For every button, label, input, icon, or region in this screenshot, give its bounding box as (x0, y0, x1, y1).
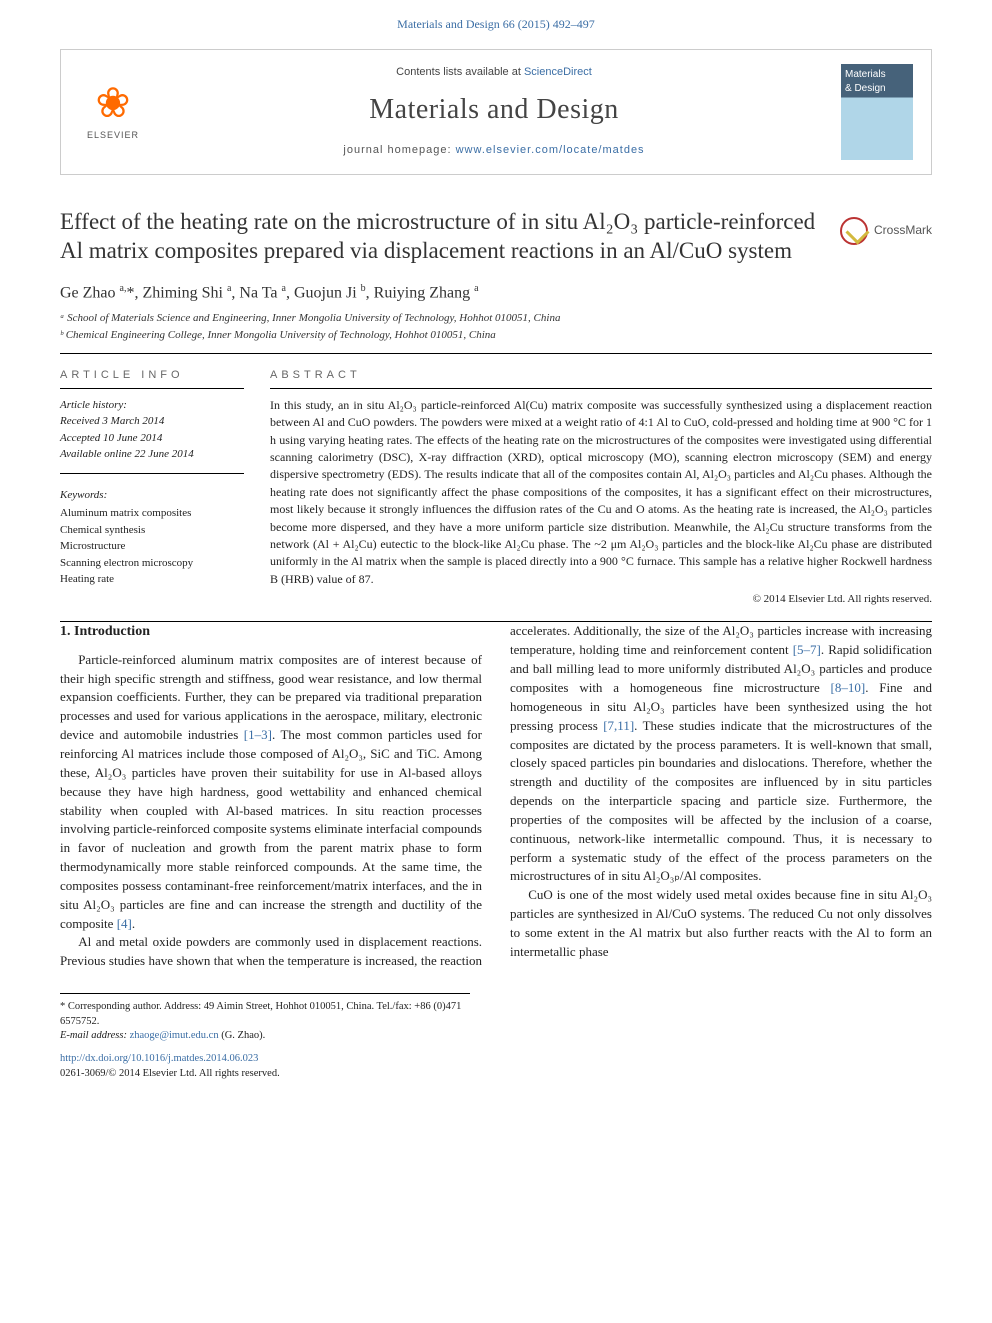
homepage-link[interactable]: www.elsevier.com/locate/matdes (456, 144, 645, 156)
keyword: Chemical synthesis (60, 522, 244, 539)
banner-center: Contents lists available at ScienceDirec… (147, 65, 841, 159)
citation-link[interactable]: Materials and Design 66 (2015) 492–497 (397, 17, 595, 31)
cover-line1: Materials (845, 68, 909, 82)
article-history: Article history: Received 3 March 2014 A… (60, 397, 244, 474)
abstract-column: ABSTRACT In this study, an in situ Al₂O₃… (270, 368, 932, 607)
intro-p1: Particle-reinforced aluminum matrix comp… (60, 651, 482, 934)
history-online: Available online 22 June 2014 (60, 446, 244, 463)
keyword: Microstructure (60, 538, 244, 555)
keywords-list: Aluminum matrix composites Chemical synt… (60, 505, 244, 588)
issn-line: 0261-3069/© 2014 Elsevier Ltd. All right… (60, 1068, 280, 1079)
journal-banner: ❀ ELSEVIER Contents lists available at S… (60, 49, 932, 175)
article-title: Effect of the heating rate on the micros… (60, 207, 820, 266)
publisher-name: ELSEVIER (87, 129, 139, 142)
abstract-rights: © 2014 Elsevier Ltd. All rights reserved… (270, 592, 932, 607)
abstract-text: In this study, an in situ Al₂O₃ particle… (270, 397, 932, 588)
homepage-prefix: journal homepage: (343, 144, 455, 156)
history-accepted: Accepted 10 June 2014 (60, 430, 244, 447)
sciencedirect-link[interactable]: ScienceDirect (524, 66, 592, 78)
keywords-head: Keywords: (60, 488, 244, 503)
keyword: Scanning electron microscopy (60, 555, 244, 572)
doi-block: http://dx.doi.org/10.1016/j.matdes.2014.… (0, 1044, 992, 1095)
cover-line2: & Design (845, 82, 909, 96)
article-info-head: ARTICLE INFO (60, 368, 244, 388)
doi-link[interactable]: http://dx.doi.org/10.1016/j.matdes.2014.… (60, 1053, 258, 1064)
journal-cover-thumb[interactable]: Materials & Design (841, 64, 913, 160)
affiliation-b: ᵇ Chemical Engineering College, Inner Mo… (60, 327, 932, 344)
body-columns: 1. Introduction Particle-reinforced alum… (0, 622, 992, 983)
contents-prefix: Contents lists available at (396, 66, 524, 78)
section-heading-intro: 1. Introduction (60, 622, 482, 642)
abstract-head: ABSTRACT (270, 368, 932, 388)
email-label: E-mail address: (60, 1030, 127, 1041)
crossmark-badge[interactable]: CrossMark (840, 217, 932, 245)
tree-icon: ❀ (95, 83, 130, 125)
corresponding-author: * Corresponding author. Address: 49 Aimi… (60, 1000, 470, 1029)
footnotes: * Corresponding author. Address: 49 Aimi… (60, 993, 470, 1044)
intro-p3: CuO is one of the most widely used metal… (510, 886, 932, 961)
history-received: Received 3 March 2014 (60, 413, 244, 430)
journal-name: Materials and Design (147, 90, 841, 129)
citation-line: Materials and Design 66 (2015) 492–497 (0, 0, 992, 41)
keyword: Aluminum matrix composites (60, 505, 244, 522)
affiliations: ᵃ School of Materials Science and Engine… (0, 308, 992, 353)
crossmark-label: CrossMark (874, 222, 932, 239)
keyword: Heating rate (60, 571, 244, 588)
email-suffix: (G. Zhao). (221, 1030, 265, 1041)
history-head: Article history: (60, 397, 244, 414)
publisher-logo[interactable]: ❀ ELSEVIER (79, 73, 147, 151)
author-list: Ge Zhao a,*, Zhiming Shi a, Na Ta a, Guo… (0, 272, 992, 309)
article-header: Effect of the heating rate on the micros… (0, 195, 992, 272)
email-link[interactable]: zhaoge@imut.edu.cn (130, 1030, 219, 1041)
affiliation-a: ᵃ School of Materials Science and Engine… (60, 310, 932, 327)
article-info-column: ARTICLE INFO Article history: Received 3… (60, 368, 270, 607)
crossmark-icon (840, 217, 868, 245)
